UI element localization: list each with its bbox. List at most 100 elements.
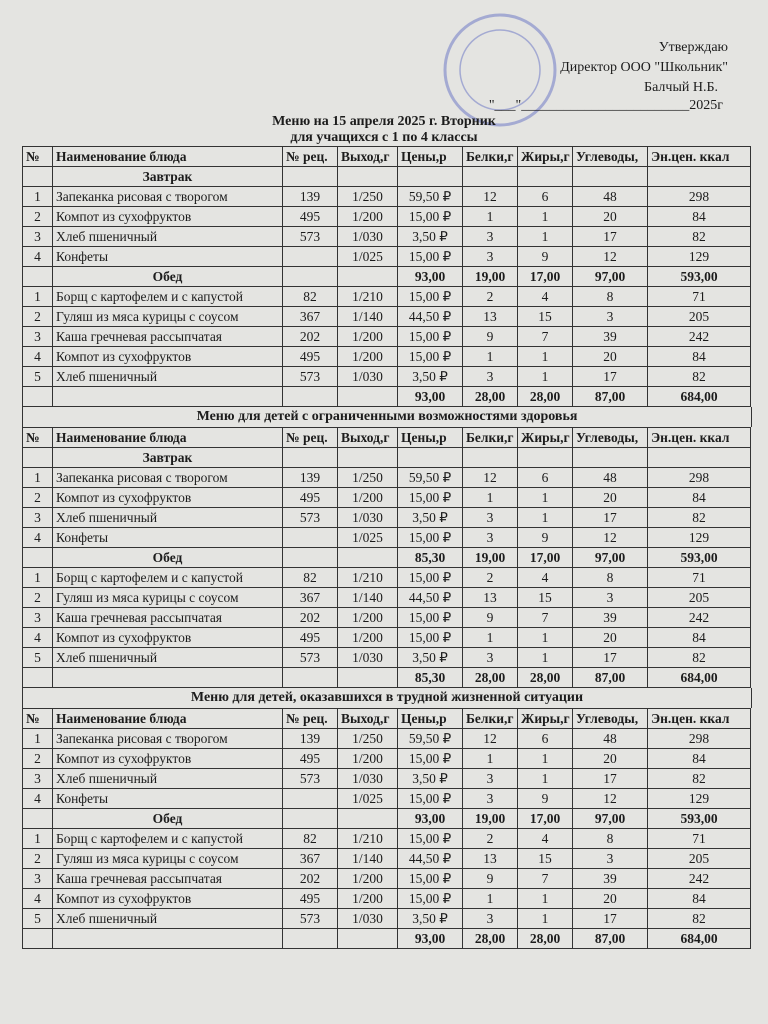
cell: 2 — [22, 306, 53, 327]
cell: 15,00 ₽ — [397, 246, 463, 267]
totals-row: Обед 93,00 19,00 17,00 97,00 593,00 — [22, 266, 751, 287]
cell: 1 — [517, 627, 573, 648]
cell: 1 — [517, 206, 573, 227]
column-header: Жиры,г — [517, 146, 573, 167]
cell: 12 — [572, 527, 648, 548]
item-row: 5 Хлеб пшеничный 573 1/030 3,50 ₽3 1 17 82 — [22, 366, 751, 387]
column-header: Цены,р — [397, 708, 463, 729]
cell: 205 — [647, 848, 751, 869]
meal-heading: Обед — [52, 266, 283, 287]
cell: 3 — [462, 647, 518, 668]
item-row: 2 Компот из сухофруктов 495 1/200 15,00 ₽1 1 2… — [22, 487, 751, 508]
cell — [282, 547, 338, 568]
cell — [282, 447, 338, 468]
dish-name: Гуляш из мяса курицы с соусом — [52, 848, 283, 869]
cell: 15,00 ₽ — [397, 868, 463, 889]
cell: 3 — [22, 326, 53, 347]
cell — [282, 166, 338, 187]
total-cell: 684,00 — [647, 386, 751, 407]
cell: 17 — [572, 226, 648, 247]
cell — [572, 447, 648, 468]
cell: 1 — [517, 748, 573, 769]
cell: 573 — [282, 226, 338, 247]
totals-row: 93,00 28,00 28,00 87,00 684,00 — [22, 928, 751, 949]
cell: 495 — [282, 888, 338, 909]
cell: 15,00 ₽ — [397, 888, 463, 909]
cell — [572, 166, 648, 187]
cell — [337, 928, 398, 949]
cell — [282, 808, 338, 829]
item-row: 5 Хлеб пшеничный 573 1/030 3,50 ₽3 1 17 82 — [22, 908, 751, 929]
cell: 44,50 ₽ — [397, 587, 463, 608]
cell: 15,00 ₽ — [397, 828, 463, 849]
cell: 15,00 ₽ — [397, 627, 463, 648]
item-row: 1 Запеканка рисовая с творогом 139 1/250 59,… — [22, 186, 751, 207]
cell: 573 — [282, 768, 338, 789]
cell — [517, 166, 573, 187]
cell: 2 — [22, 487, 53, 508]
cell: 20 — [572, 487, 648, 508]
cell: 59,50 ₽ — [397, 728, 463, 749]
cell: 1 — [517, 768, 573, 789]
cell: 82 — [647, 366, 751, 387]
total-cell: 684,00 — [647, 667, 751, 688]
item-row: 1 Борщ с картофелем и с капустой 82 1/210 15… — [22, 567, 751, 588]
cell: 3,50 ₽ — [397, 366, 463, 387]
cell: 3,50 ₽ — [397, 768, 463, 789]
cell: 573 — [282, 366, 338, 387]
cell: 44,50 ₽ — [397, 306, 463, 327]
cell — [337, 447, 398, 468]
dish-name: Хлеб пшеничный — [52, 507, 283, 528]
totals-row: Завтрак — [22, 447, 751, 468]
cell: 1/200 — [337, 748, 398, 769]
cell: 367 — [282, 848, 338, 869]
cell: 17 — [572, 507, 648, 528]
cell — [337, 808, 398, 829]
item-row: 1 Запеканка рисовая с творогом 139 1/250 59,… — [22, 467, 751, 488]
totals-row: Завтрак — [22, 166, 751, 187]
cell — [282, 667, 338, 688]
cell: 1/250 — [337, 728, 398, 749]
cell: 1 — [462, 888, 518, 909]
cell — [397, 166, 463, 187]
cell: 9 — [462, 326, 518, 347]
cell: 1/210 — [337, 286, 398, 307]
cell — [22, 266, 53, 287]
cell: 1 — [462, 487, 518, 508]
total-cell: 93,00 — [397, 928, 463, 949]
cell: 84 — [647, 748, 751, 769]
cell: 2 — [462, 567, 518, 588]
item-row: 3 Каша гречневая рассыпчатая 202 1/200 15,00… — [22, 326, 751, 347]
totals-row: Обед 93,00 19,00 17,00 97,00 593,00 — [22, 808, 751, 829]
total-cell: 28,00 — [462, 386, 518, 407]
cell: 7 — [517, 326, 573, 347]
cell: 15,00 ₽ — [397, 346, 463, 367]
total-cell: 93,00 — [397, 808, 463, 829]
column-header: Жиры,г — [517, 708, 573, 729]
cell: 15,00 ₽ — [397, 286, 463, 307]
cell: 202 — [282, 607, 338, 628]
cell — [22, 386, 53, 407]
cell: 17 — [572, 768, 648, 789]
total-cell: 87,00 — [572, 667, 648, 688]
approve: Утверждаю — [658, 40, 728, 55]
cell: 1/200 — [337, 487, 398, 508]
cell: 1/210 — [337, 567, 398, 588]
cell: 20 — [572, 346, 648, 367]
column-header: Белки,г — [462, 146, 518, 167]
cell: 1/030 — [337, 647, 398, 668]
cell: 12 — [462, 467, 518, 488]
cell: 82 — [647, 908, 751, 929]
cell — [22, 447, 53, 468]
cell: 1 — [22, 828, 53, 849]
cell: 1 — [517, 487, 573, 508]
cell — [337, 266, 398, 287]
cell: 9 — [517, 788, 573, 809]
column-header: № рец. — [282, 708, 338, 729]
dish-name: Гуляш из мяса курицы с соусом — [52, 306, 283, 327]
title: Меню на 15 апреля 2025 г. Вторник — [272, 114, 496, 129]
cell: 3,50 ₽ — [397, 507, 463, 528]
cell: 3 — [22, 768, 53, 789]
totals-row: 85,30 28,00 28,00 87,00 684,00 — [22, 667, 751, 688]
cell: 15,00 ₽ — [397, 788, 463, 809]
